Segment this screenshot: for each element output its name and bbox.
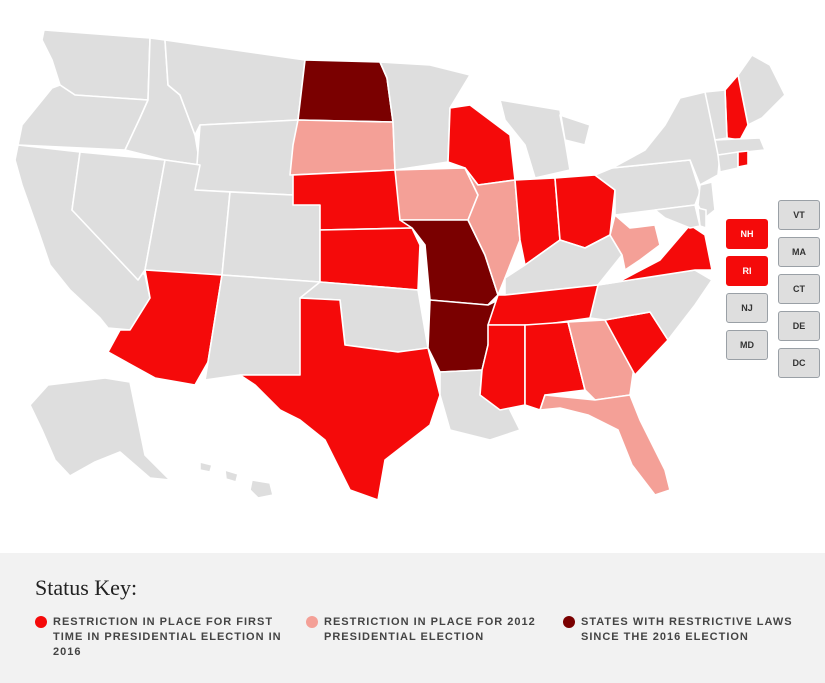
state-fl[interactable]	[539, 394, 671, 496]
state-ri[interactable]	[737, 150, 749, 168]
box-nj[interactable]: NJ	[726, 293, 768, 323]
state-tx[interactable]	[239, 297, 441, 501]
state-ak[interactable]	[29, 377, 171, 481]
state-sd[interactable]	[289, 119, 396, 176]
legend-label: STATES WITH RESTRICTIVE LAWS SINCE THE 2…	[581, 616, 793, 643]
box-ri[interactable]: RI	[726, 256, 768, 286]
us-map: NH RI NJ MD VT MA CT DE DC	[14, 29, 820, 501]
state-vt[interactable]	[704, 89, 728, 141]
state-wy[interactable]	[194, 119, 299, 196]
state-mi[interactable]	[499, 99, 591, 179]
state-nc[interactable]	[589, 269, 713, 341]
us-states-map	[14, 29, 786, 501]
box-dc[interactable]: DC	[778, 348, 820, 378]
state-ct[interactable]	[717, 151, 739, 173]
state-ks[interactable]	[319, 227, 421, 291]
state-ia[interactable]	[394, 167, 479, 221]
state-il[interactable]	[464, 167, 521, 296]
state-md[interactable]	[654, 204, 701, 229]
state-nd[interactable]	[297, 59, 394, 123]
box-de[interactable]: DE	[778, 311, 820, 341]
box-md[interactable]: MD	[726, 330, 768, 360]
box-ct[interactable]: CT	[778, 274, 820, 304]
status-key: Status Key: RESTRICTION IN PLACE FOR FIR…	[0, 553, 825, 683]
box-vt[interactable]: VT	[778, 200, 820, 230]
state-wv[interactable]	[609, 214, 661, 271]
legend-dot	[563, 616, 575, 628]
legend-dot	[306, 616, 318, 628]
state-ma[interactable]	[714, 137, 766, 156]
legend-label: RESTRICTION IN PLACE FOR 2012 PRESIDENTI…	[324, 616, 536, 643]
state-hi[interactable]	[199, 461, 274, 499]
legend-dot	[35, 616, 47, 628]
box-ma[interactable]: MA	[778, 237, 820, 267]
state-nv[interactable]	[71, 151, 166, 281]
legend-label: RESTRICTION IN PLACE FOR FIRST TIME IN P…	[53, 616, 282, 658]
state-va[interactable]	[597, 224, 713, 286]
status-key-title: Status Key:	[35, 575, 138, 600]
box-nh[interactable]: NH	[726, 219, 768, 249]
